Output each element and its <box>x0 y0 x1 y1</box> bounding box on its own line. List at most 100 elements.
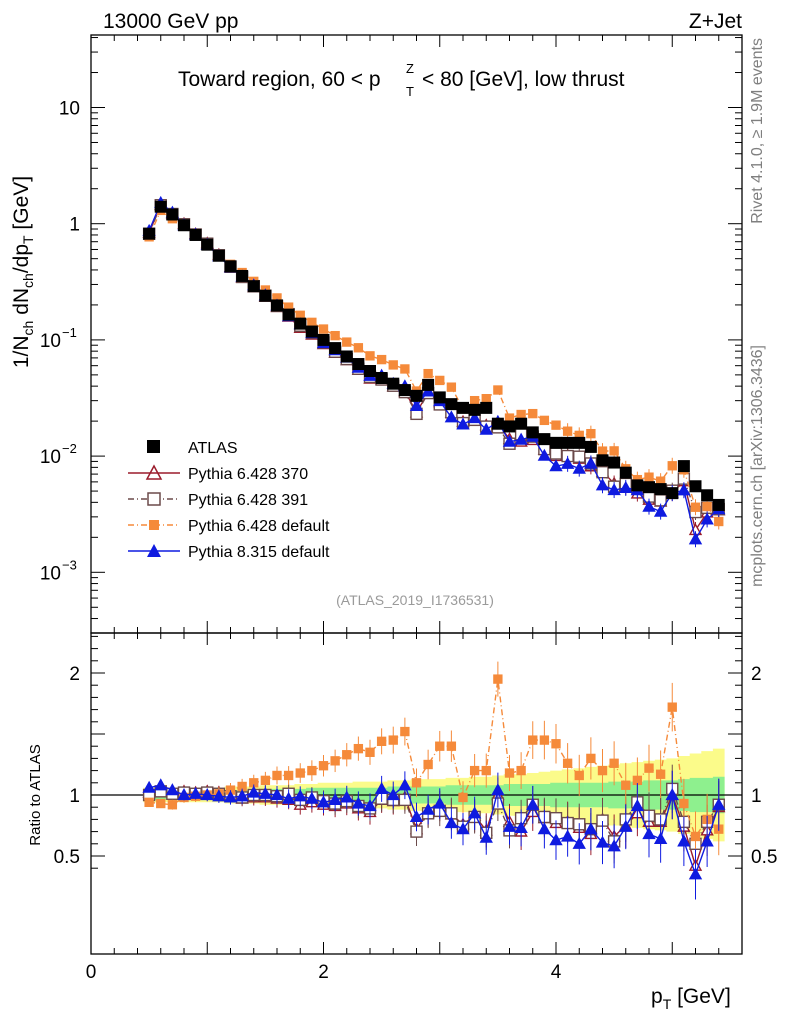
main-point-atlas <box>538 433 551 446</box>
main-point-s8 <box>688 532 703 545</box>
ratio-point-s6def <box>679 798 689 809</box>
main-point-atlas <box>445 398 458 411</box>
main-point-s8 <box>456 417 470 430</box>
main-point-atlas <box>457 401 469 414</box>
ratio-point-s8 <box>560 829 575 842</box>
main-point-atlas <box>247 280 260 293</box>
ratio-point-s6def <box>307 765 317 776</box>
ratio-point-s8 <box>665 788 679 801</box>
ratio-point-s6def <box>260 775 271 786</box>
ratio-point-s6def <box>342 750 352 760</box>
ratio-point-s6def <box>144 797 154 807</box>
ratio-point-s8 <box>619 819 633 832</box>
y-axis-main-label: 1/Nch dNch/dpT [GeV] <box>10 176 36 368</box>
y-tick-label-exp: −2 <box>62 441 77 456</box>
legend-marker-8 <box>147 544 161 557</box>
main-point-atlas <box>294 317 307 330</box>
main-point-atlas <box>561 436 574 449</box>
main-point-s6def <box>667 461 677 471</box>
main-point-s8 <box>595 478 610 491</box>
main-point-atlas <box>271 299 283 312</box>
legend-marker-391 <box>147 492 161 506</box>
ratio-point-s8 <box>688 867 703 880</box>
ratio-point-s6def <box>330 756 340 766</box>
main-point-s6def <box>330 330 340 341</box>
main-point-s6def <box>539 415 550 426</box>
ratio-tick-label-left: 2 <box>69 664 80 685</box>
main-point-s391 <box>549 447 563 460</box>
y-tick-label: 10 <box>59 99 80 120</box>
ratio-tick-label-right: 0.5 <box>751 847 777 868</box>
main-point-s8 <box>642 499 656 512</box>
ratio-point-s8 <box>607 839 621 852</box>
ratio-point-s8 <box>374 781 389 794</box>
ratio-point-s8 <box>316 795 331 808</box>
main-point-s6def <box>655 476 666 486</box>
ratio-point-s8 <box>305 791 319 804</box>
legend-label-391: Pythia 6.428 391 <box>188 492 308 509</box>
legend-marker-atlas <box>147 440 160 453</box>
ratio-point-s6def <box>481 765 491 776</box>
ratio-point-s6def <box>295 768 305 778</box>
ratio-point-s6def <box>574 770 584 781</box>
ratio-point-s8 <box>700 834 714 847</box>
ratio-point-s8 <box>386 788 400 801</box>
ratio-point-s8 <box>409 810 424 823</box>
main-point-s8 <box>677 483 691 496</box>
main-point-s6def <box>597 446 608 456</box>
ratio-point-s6def <box>411 778 422 788</box>
ratio-point-s8 <box>549 833 563 846</box>
ratio-point-s8 <box>502 819 517 832</box>
ratio-tick-label-right: 1 <box>751 786 762 807</box>
title-sup: Z <box>406 61 414 76</box>
x-tick-label: 0 <box>86 962 97 983</box>
y-tick-label: 1 <box>69 215 80 236</box>
main-point-atlas <box>166 208 179 221</box>
main-point-atlas <box>643 481 655 494</box>
legend-marker-6def <box>149 520 159 530</box>
title-sub: T <box>406 84 414 99</box>
main-point-s6def <box>388 360 398 370</box>
main-point-s6def <box>609 446 619 456</box>
ratio-point-s6def <box>167 800 178 810</box>
main-point-atlas <box>584 440 597 453</box>
ratio-point-s8 <box>293 789 307 802</box>
ratio-point-s8 <box>281 791 296 804</box>
ratio-point-s8 <box>572 836 586 849</box>
ratio-point-s8 <box>177 788 191 801</box>
ratio-point-s8 <box>200 788 214 801</box>
main-point-atlas <box>259 289 272 302</box>
legend-marker-370 <box>145 464 163 480</box>
ratio-point-s6def <box>690 831 701 842</box>
main-point-s6def <box>435 375 445 386</box>
y-axis-ratio-label: Ratio to ATLAS <box>27 744 44 845</box>
ratio-point-s8 <box>456 822 470 835</box>
ratio-point-s8 <box>258 786 273 799</box>
main-point-s6def <box>283 302 294 312</box>
ratio-point-s8 <box>653 831 668 845</box>
ratio-point-s6def <box>318 761 329 771</box>
ratio-point-s6def <box>225 785 236 795</box>
ratio-point-s6def <box>667 702 677 712</box>
ratio-point-s8 <box>154 778 168 791</box>
ratio-point-s8 <box>235 789 249 802</box>
ratio-point-s8 <box>526 797 540 810</box>
ratio-point-s8 <box>398 778 412 791</box>
ratio-point-s6def <box>644 763 654 773</box>
ratio-point-s8 <box>351 796 366 809</box>
ratio-point-s6def <box>504 768 515 778</box>
main-point-atlas <box>422 378 435 391</box>
ratio-point-s8 <box>514 820 528 834</box>
ratio-point-s6def <box>469 765 480 776</box>
y-tick-label-exp: −3 <box>62 557 77 572</box>
main-point-atlas <box>143 227 156 240</box>
x-axis-label: pT [GeV] <box>651 985 731 1012</box>
main-point-s6def <box>469 395 480 406</box>
ratio-point-s8 <box>595 835 610 848</box>
ratio-point-s8 <box>467 806 482 819</box>
rivet-version-label: Rivet 4.1.0, ≥ 1.9M events <box>749 38 766 224</box>
main-point-s391 <box>596 466 609 479</box>
title-tail: < 80 [GeV], low thrust <box>422 68 625 91</box>
svg-text:1/Nch dNch/dpT [GeV]: 1/Nch dNch/dpT [GeV] <box>10 176 36 368</box>
